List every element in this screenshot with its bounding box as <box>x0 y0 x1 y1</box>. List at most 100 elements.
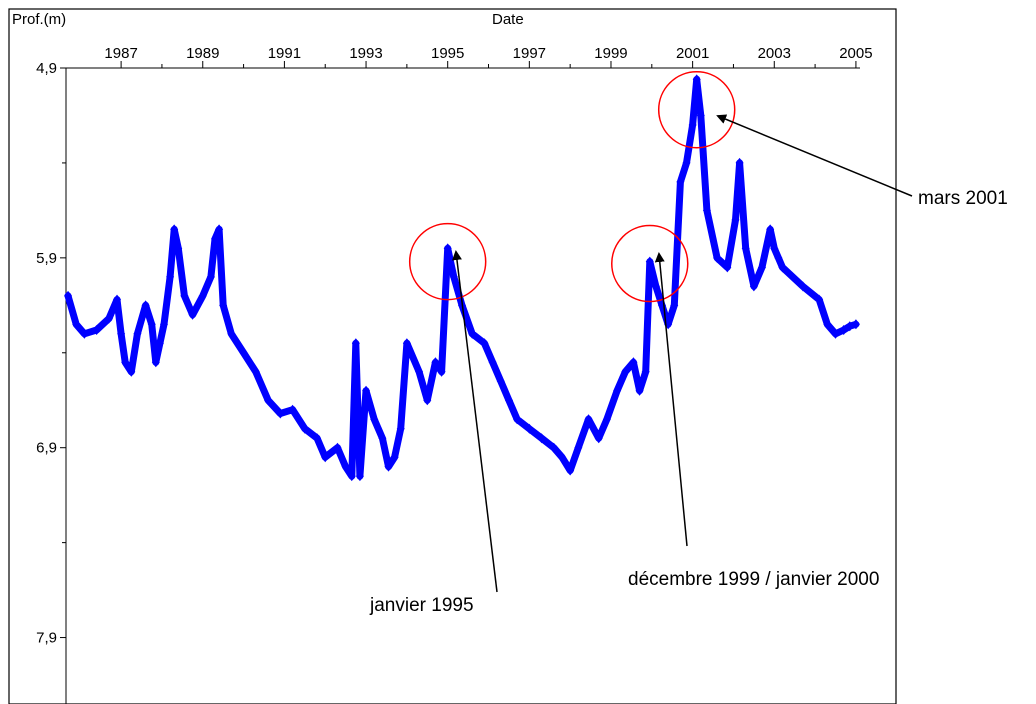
data-point <box>370 414 379 425</box>
y-tick-label: 6,9 <box>36 440 57 457</box>
data-point <box>288 404 297 415</box>
y-tick-label: 7,9 <box>36 630 57 647</box>
data-point <box>731 214 740 225</box>
x-axis-title: Date <box>492 11 524 28</box>
data-point <box>443 243 452 254</box>
data-point <box>682 157 691 168</box>
data-point <box>839 324 848 335</box>
data-point <box>206 271 215 282</box>
data-point <box>151 357 160 368</box>
data-point <box>778 262 787 273</box>
x-tick-label: 2005 <box>839 45 872 62</box>
data-point <box>602 414 611 425</box>
data-point <box>723 262 732 273</box>
data-point <box>313 433 322 444</box>
data-point <box>251 366 260 377</box>
data-point <box>749 281 758 292</box>
data-point <box>113 294 122 305</box>
x-tick-label: 1999 <box>594 45 627 62</box>
data-point <box>276 408 285 419</box>
data-point <box>741 243 750 254</box>
data-point <box>155 338 164 349</box>
data-point <box>645 256 654 267</box>
data-point <box>347 471 356 482</box>
data-point <box>676 176 685 187</box>
data-point <box>92 324 101 335</box>
annotation-label: janvier 1995 <box>369 595 474 616</box>
data-point <box>396 423 405 434</box>
data-point <box>566 465 575 476</box>
data-point <box>831 328 840 339</box>
x-tick-label: 2003 <box>758 45 791 62</box>
data-point <box>423 395 432 406</box>
data-point <box>402 338 411 349</box>
data-point <box>735 157 744 168</box>
data-point <box>504 395 513 406</box>
y-ticks: 4,9 5,9 6,9 7,9 <box>36 60 66 647</box>
data-point <box>127 366 136 377</box>
data-point <box>557 452 566 463</box>
data-point <box>823 319 832 330</box>
y-axis-title: Prof.(m) <box>12 11 66 28</box>
data-point <box>692 74 701 85</box>
x-tick-label: 1991 <box>268 45 301 62</box>
data-point <box>321 452 330 463</box>
data-point <box>80 328 89 339</box>
data-point <box>431 357 440 368</box>
data-point <box>362 385 371 396</box>
data-point <box>525 423 534 434</box>
annotation-label: mars 2001 <box>918 188 1008 209</box>
data-point <box>211 233 220 244</box>
data-point <box>845 321 854 332</box>
data-point <box>537 433 546 444</box>
data-point <box>488 357 497 368</box>
x-tick-label: 1997 <box>513 45 546 62</box>
series-line <box>67 79 857 478</box>
data-point <box>384 461 393 472</box>
data-point <box>219 300 228 311</box>
data-point <box>766 224 775 235</box>
data-point <box>415 366 424 377</box>
data-point <box>641 366 650 377</box>
data-point <box>355 471 364 482</box>
data-point <box>141 300 150 311</box>
data-point <box>351 338 360 349</box>
data-point <box>770 243 779 254</box>
data-point <box>574 442 583 453</box>
data-point <box>758 262 767 273</box>
data-point <box>117 328 126 339</box>
data-point <box>264 395 273 406</box>
data-point <box>341 461 350 472</box>
data-point <box>174 243 183 254</box>
data-point <box>696 110 705 121</box>
data-point <box>635 385 644 396</box>
series-band <box>64 75 860 480</box>
data-point <box>121 357 130 368</box>
data-point <box>621 366 630 377</box>
data-point <box>170 224 179 235</box>
annotation-circle <box>408 222 487 301</box>
annotation-label: décembre 1999 / janvier 2000 <box>628 569 879 590</box>
data-point <box>166 271 175 282</box>
data-point <box>774 252 783 263</box>
data-point <box>584 414 593 425</box>
plot-frame <box>8 8 897 704</box>
x-tick-label: 2001 <box>676 45 709 62</box>
data-point <box>670 300 679 311</box>
data-point <box>594 433 603 444</box>
data-point <box>549 442 558 453</box>
x-tick-label: 1995 <box>431 45 464 62</box>
data-point <box>72 319 81 330</box>
data-point <box>378 433 387 444</box>
data-point <box>480 338 489 349</box>
x-ticks: 1987 1989 1991 1993 1995 1997 1999 2001 2003 2005 <box>104 45 873 68</box>
data-point <box>815 294 824 305</box>
data-point <box>333 442 342 453</box>
data-point <box>227 328 236 339</box>
x-tick-label: 1989 <box>186 45 219 62</box>
annotation-arrow <box>716 114 913 197</box>
data-point <box>468 328 477 339</box>
data-point <box>180 290 189 301</box>
data-point <box>713 252 722 263</box>
data-point <box>496 376 505 387</box>
